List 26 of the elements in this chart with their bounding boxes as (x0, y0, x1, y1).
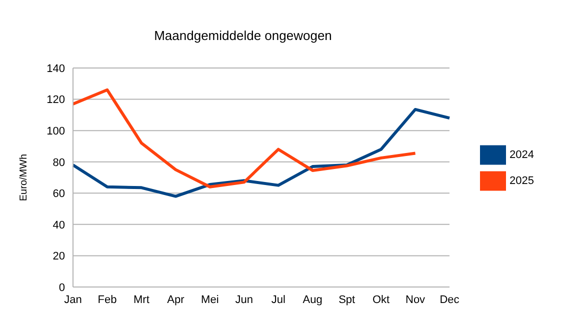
y-tick-label: 60 (52, 188, 65, 200)
line-series (72, 88, 417, 188)
y-tick-label: 120 (46, 94, 65, 106)
x-tick-label: Mei (201, 294, 219, 306)
x-tick-label: Jul (271, 294, 286, 306)
x-tick-label: Okt (372, 294, 390, 306)
legend-label: 2024 (510, 148, 534, 160)
x-tick-label: Jun (235, 294, 254, 306)
x-tick-label: Aug (302, 294, 322, 306)
y-tick-label: 140 (46, 62, 65, 75)
y-axis-title: Euro/MWh (18, 154, 30, 202)
x-tick-label: Nov (406, 294, 426, 306)
y-tick-label: 40 (52, 219, 65, 232)
x-tick-label: Apr (167, 294, 185, 306)
x-tick-label: Jan (64, 294, 82, 306)
chart-title: Maandgemiddelde ongewogen (153, 28, 333, 43)
y-tick-label: 20 (52, 250, 65, 263)
y-tick-label: 0 (58, 282, 65, 294)
y-tick-label: 100 (46, 125, 65, 138)
x-tick-label: Dec (440, 294, 460, 306)
x-tick-label: Feb (98, 294, 117, 306)
line-series (72, 108, 452, 198)
legend-label: 2025 (510, 174, 534, 186)
y-tick-label: 80 (52, 156, 65, 169)
x-tick-label: Spt (338, 294, 356, 306)
x-tick-label: Mrt (134, 294, 150, 306)
